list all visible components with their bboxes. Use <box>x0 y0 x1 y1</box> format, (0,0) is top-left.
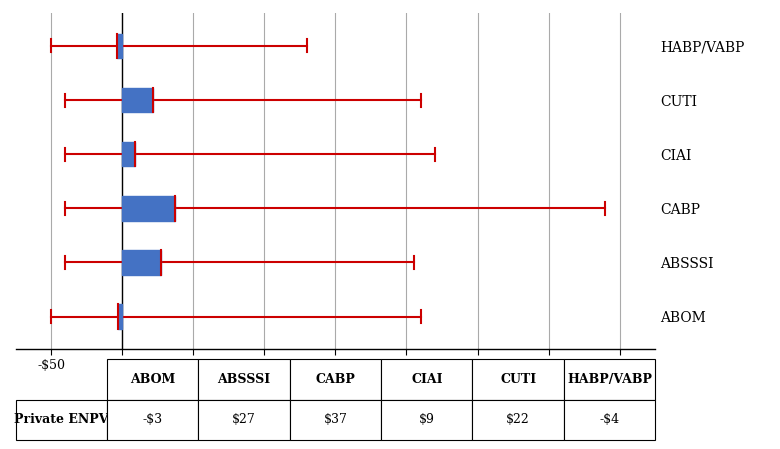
FancyBboxPatch shape <box>118 304 122 329</box>
FancyBboxPatch shape <box>122 250 161 275</box>
FancyBboxPatch shape <box>122 142 135 167</box>
FancyBboxPatch shape <box>122 196 175 220</box>
FancyBboxPatch shape <box>122 88 154 112</box>
FancyBboxPatch shape <box>116 34 122 58</box>
